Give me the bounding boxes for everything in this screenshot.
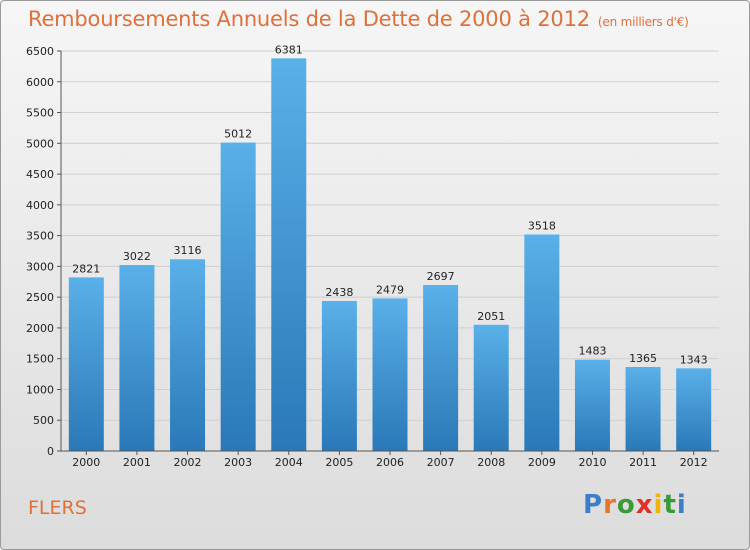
bar-2009 [524,234,560,451]
data-label: 3518 [528,220,556,233]
x-tick-label: 2009 [528,456,556,469]
commune-name: FLERS [28,497,87,519]
x-tick-label: 2011 [629,456,657,469]
y-tick-label: 1000 [26,383,54,396]
bar-2000 [68,277,104,451]
y-tick-label: 2000 [26,322,54,335]
y-tick-label: 3000 [26,260,54,273]
y-tick-label: 1500 [26,353,54,366]
y-tick-label: 6000 [26,76,54,89]
x-axis-tick-labels: 2000 2001 2002 2003 2004 2005 2006 2007 2008 2009… [72,451,708,469]
data-label: 2438 [325,286,353,299]
x-tick-label: 2010 [578,456,606,469]
data-labels: 2821 3022 3116 5012 6381 2438 2479 2697 2051 3518… [72,43,707,366]
x-tick-label: 2007 [427,456,455,469]
data-label: 1365 [629,352,657,365]
y-tick-label: 5000 [26,137,54,150]
data-label: 3022 [123,250,151,263]
logo-letter: o [616,490,636,520]
bar-2007 [423,285,459,451]
data-label: 2697 [427,270,455,283]
x-tick-label: 2012 [680,456,708,469]
data-label: 3116 [174,244,202,257]
bar-2004 [271,58,307,451]
chart-title: Remboursements Annuels de la Dette de 20… [28,7,689,31]
y-tick-label: 500 [33,414,54,427]
data-label: 1343 [680,353,708,366]
logo-letter: i [676,490,687,520]
data-label: 2479 [376,283,404,296]
logo-letter: x [635,490,654,520]
y-axis-tick-labels: 0 500 1000 1500 2000 2500 3000 3500 4000 4500 5000… [26,45,61,458]
bars [68,58,712,452]
x-tick-label: 2004 [275,456,303,469]
x-tick-label: 2003 [224,456,252,469]
data-label: 1483 [578,345,606,358]
bar-2011 [625,367,661,451]
bar-2002 [170,259,206,451]
logo-letter: t [663,490,677,520]
bar-2005 [321,300,357,451]
data-label: 5012 [224,128,252,141]
data-label: 2051 [477,310,505,323]
x-tick-label: 2006 [376,456,404,469]
y-tick-label: 5500 [26,107,54,120]
bar-2006 [372,298,408,451]
bar-2012 [676,368,712,451]
logo-letter: i [653,490,664,520]
logo-letter: r [603,490,617,520]
y-tick-label: 2500 [26,291,54,304]
y-tick-label: 6500 [26,45,54,58]
data-label: 2821 [72,262,100,275]
proxiti-logo: Proxiti [583,490,687,520]
bar-2001 [119,265,155,451]
bar-2008 [473,324,509,451]
data-label: 6381 [275,43,303,56]
chart-title-text: Remboursements Annuels de la Dette de 20… [28,7,590,31]
y-tick-label: 4500 [26,168,54,181]
x-tick-label: 2008 [477,456,505,469]
x-tick-label: 2000 [72,456,100,469]
bar-2010 [574,359,610,451]
y-tick-label: 3500 [26,230,54,243]
y-tick-label: 0 [47,445,54,458]
x-tick-label: 2002 [174,456,202,469]
x-tick-label: 2001 [123,456,151,469]
bar-2003 [220,142,256,452]
logo-letter: P [583,490,604,520]
y-tick-label: 4000 [26,199,54,212]
chart-subtitle: (en milliers d'€) [597,15,689,29]
x-tick-label: 2005 [325,456,353,469]
